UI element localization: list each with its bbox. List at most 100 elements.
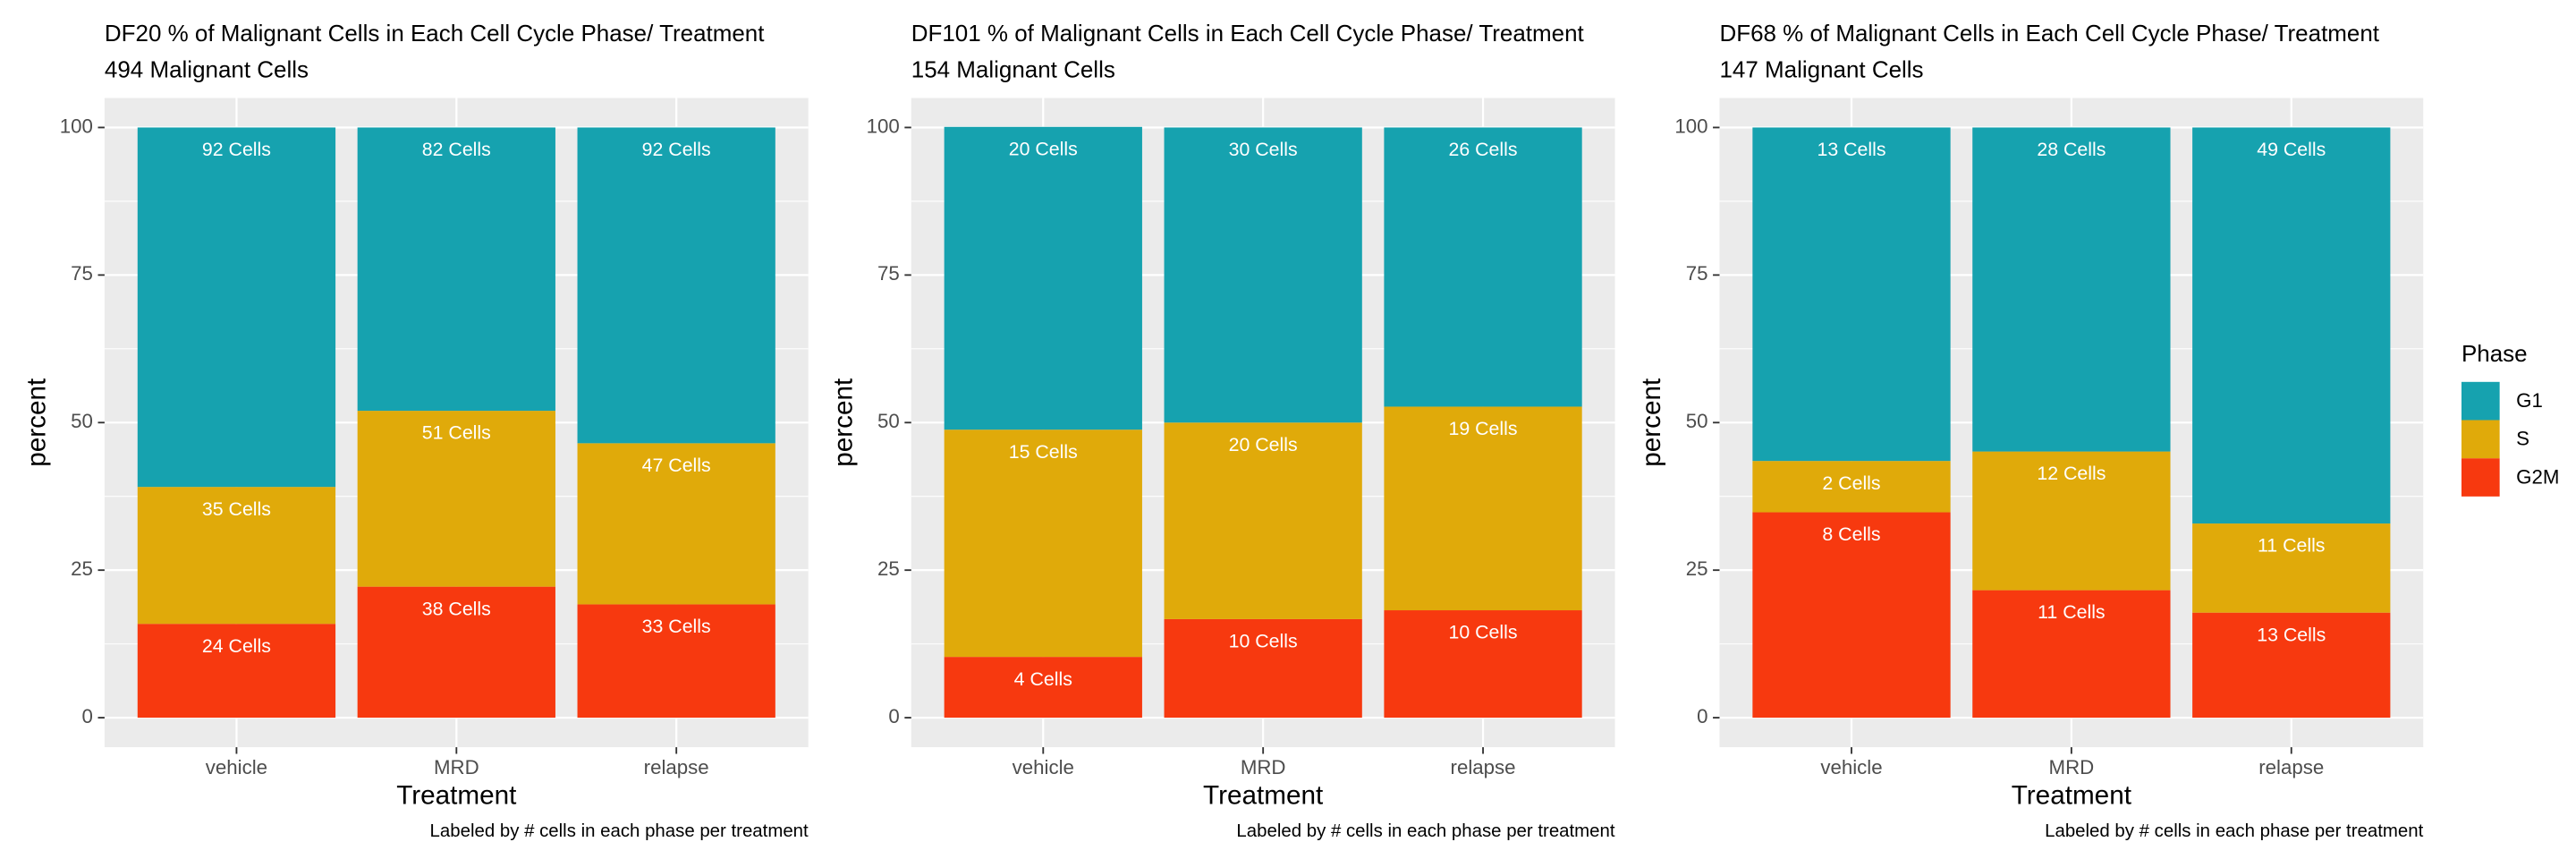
x-tick-label: relapse bbox=[644, 756, 709, 778]
cell-label: 20 Cells bbox=[1009, 138, 1078, 159]
bar-segment bbox=[1752, 127, 1951, 462]
bar-segment bbox=[1972, 451, 2171, 591]
cell-label: 51 Cells bbox=[422, 422, 491, 444]
chart-subtitle: 154 Malignant Cells bbox=[911, 56, 1115, 83]
bar-segment bbox=[1752, 461, 1951, 513]
cell-label: 38 Cells bbox=[422, 598, 491, 619]
bar-segment bbox=[357, 411, 555, 587]
legend-title: Phase bbox=[2462, 340, 2528, 367]
x-tick-label: vehicle bbox=[1013, 756, 1074, 778]
cell-label: 49 Cells bbox=[2257, 139, 2326, 160]
y-tick-label: 0 bbox=[82, 705, 93, 727]
y-tick-label: 0 bbox=[1697, 705, 1707, 727]
x-tick-label: MRD bbox=[1241, 756, 1286, 778]
x-tick-label: MRD bbox=[434, 756, 479, 778]
y-axis-label: percent bbox=[22, 378, 52, 467]
y-tick-label: 50 bbox=[71, 410, 93, 432]
cell-label: 30 Cells bbox=[1229, 139, 1298, 160]
bar-segment bbox=[944, 430, 1142, 658]
bar-segment bbox=[1164, 618, 1362, 719]
cell-label: 13 Cells bbox=[1817, 139, 1885, 160]
bar-segment bbox=[944, 657, 1142, 719]
cell-label: 15 Cells bbox=[1009, 441, 1078, 463]
bar-segment bbox=[577, 127, 775, 444]
cell-label: 11 Cells bbox=[2258, 535, 2325, 557]
x-axis-label: Treatment bbox=[1203, 781, 1324, 811]
y-tick-label: 100 bbox=[867, 115, 900, 137]
bar-segment bbox=[2192, 612, 2391, 719]
chart-title: DF68 % of Malignant Cells in Each Cell C… bbox=[1719, 20, 2379, 47]
bar-segment bbox=[1384, 610, 1582, 719]
cell-label: 35 Cells bbox=[202, 498, 271, 520]
bar-segment bbox=[577, 604, 775, 719]
caption: Labeled by # cells in each phase per tre… bbox=[1236, 821, 1614, 841]
x-tick-label: relapse bbox=[2258, 756, 2324, 778]
bar-segment bbox=[1384, 406, 1582, 611]
cell-label: 10 Cells bbox=[1449, 622, 1518, 643]
bar-segment bbox=[1164, 127, 1362, 423]
x-tick-label: vehicle bbox=[206, 756, 267, 778]
bar-segment bbox=[137, 487, 336, 625]
y-tick-label: 75 bbox=[1686, 262, 1708, 285]
chart-title: DF20 % of Malignant Cells in Each Cell C… bbox=[105, 20, 765, 47]
x-axis-label: Treatment bbox=[396, 781, 517, 811]
cell-label: 92 Cells bbox=[202, 139, 271, 160]
legend-label: G1 bbox=[2516, 389, 2543, 412]
bar-segment bbox=[1164, 422, 1362, 619]
y-tick-label: 25 bbox=[877, 557, 900, 580]
cell-label: 13 Cells bbox=[2257, 624, 2326, 645]
bar-segment bbox=[2192, 127, 2391, 524]
cell-label: 47 Cells bbox=[642, 455, 711, 476]
cell-label: 20 Cells bbox=[1229, 434, 1298, 455]
bar-segment bbox=[137, 624, 336, 719]
cell-label: 19 Cells bbox=[1449, 418, 1518, 439]
y-axis-label: percent bbox=[828, 378, 858, 467]
caption: Labeled by # cells in each phase per tre… bbox=[430, 821, 809, 841]
legend-swatch bbox=[2461, 381, 2500, 421]
y-axis-label: percent bbox=[1637, 378, 1666, 467]
y-tick-label: 100 bbox=[60, 115, 93, 137]
cell-label: 24 Cells bbox=[202, 635, 271, 657]
x-tick-label: relapse bbox=[1451, 756, 1516, 778]
bar-segment bbox=[944, 126, 1142, 430]
legend-label: S bbox=[2516, 428, 2529, 450]
legend-swatch bbox=[2461, 420, 2500, 459]
x-tick-label: MRD bbox=[2049, 756, 2095, 778]
bar-segment bbox=[357, 127, 555, 412]
y-tick-label: 0 bbox=[888, 705, 899, 727]
chart-subtitle: 147 Malignant Cells bbox=[1719, 56, 1923, 83]
cell-label: 26 Cells bbox=[1449, 139, 1518, 160]
legend-swatch bbox=[2461, 458, 2500, 497]
bar-segment bbox=[1752, 512, 1951, 719]
cell-label: 92 Cells bbox=[642, 139, 711, 160]
x-tick-label: vehicle bbox=[1820, 756, 1882, 778]
y-tick-label: 50 bbox=[1686, 410, 1708, 432]
y-tick-label: 25 bbox=[71, 557, 93, 580]
cell-label: 33 Cells bbox=[642, 616, 711, 637]
chart-title: DF101 % of Malignant Cells in Each Cell … bbox=[911, 20, 1585, 47]
cell-label: 8 Cells bbox=[1822, 523, 1880, 545]
cell-label: 4 Cells bbox=[1014, 668, 1072, 690]
cell-label: 11 Cells bbox=[2038, 601, 2105, 623]
bar-segment bbox=[1384, 127, 1582, 407]
bar-segment bbox=[1972, 127, 2171, 452]
x-axis-label: Treatment bbox=[2012, 781, 2132, 811]
y-tick-label: 75 bbox=[877, 262, 900, 285]
legend-label: G2M bbox=[2516, 465, 2559, 488]
y-tick-label: 25 bbox=[1686, 557, 1708, 580]
y-tick-label: 100 bbox=[1674, 115, 1707, 137]
cell-label: 2 Cells bbox=[1822, 472, 1880, 494]
y-tick-label: 50 bbox=[877, 410, 900, 432]
bar-segment bbox=[2192, 523, 2391, 613]
cell-label: 28 Cells bbox=[2037, 139, 2106, 160]
y-tick-label: 75 bbox=[71, 262, 93, 285]
bar-segment bbox=[1972, 590, 2171, 719]
bar-segment bbox=[577, 443, 775, 605]
cell-label: 10 Cells bbox=[1229, 631, 1298, 652]
cell-label: 82 Cells bbox=[422, 139, 491, 160]
chart-subtitle: 494 Malignant Cells bbox=[105, 56, 309, 83]
caption: Labeled by # cells in each phase per tre… bbox=[2045, 821, 2423, 841]
bar-segment bbox=[137, 127, 336, 488]
